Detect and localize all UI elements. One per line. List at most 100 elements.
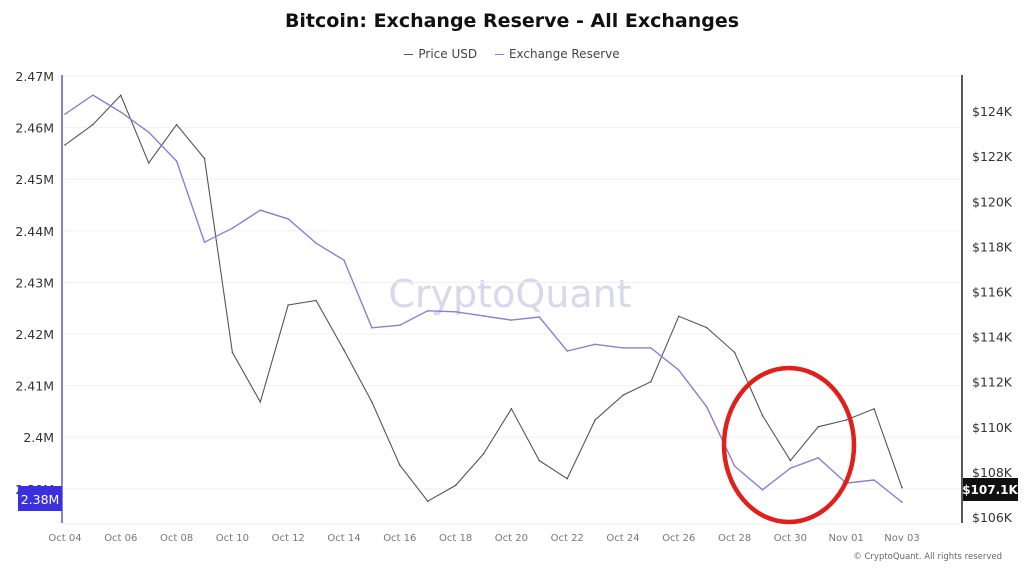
data-point-price bbox=[175, 123, 178, 126]
y-left-tick-label: 2.45M bbox=[15, 172, 54, 187]
y-right-tick-label: $120K bbox=[972, 194, 1013, 209]
data-point-reserve bbox=[789, 467, 792, 469]
data-point-reserve bbox=[901, 501, 903, 504]
chart-title: Bitcoin: Exchange Reserve - All Exchange… bbox=[284, 10, 740, 32]
y-left-tick-label: 2.43M bbox=[15, 275, 54, 290]
y-right-tick-label: $112K bbox=[972, 375, 1013, 390]
x-tick-label: Oct 20 bbox=[495, 533, 528, 544]
highlight-ellipse bbox=[721, 365, 857, 525]
data-point-reserve bbox=[231, 227, 234, 230]
x-tick-label: Nov 03 bbox=[884, 533, 919, 544]
x-tick-label: Oct 18 bbox=[439, 533, 472, 544]
legend-swatch-reserve bbox=[494, 53, 504, 55]
y-left-tick-label: 2.46M bbox=[15, 121, 54, 136]
x-tick-label: Oct 30 bbox=[774, 533, 807, 544]
x-tick-label: Oct 22 bbox=[551, 533, 584, 544]
data-point-price bbox=[705, 326, 708, 329]
data-point-reserve bbox=[817, 457, 820, 459]
legend-swatch-price bbox=[404, 53, 414, 55]
watermark: CryptoQuant bbox=[388, 272, 631, 316]
data-point-price bbox=[733, 351, 736, 354]
data-point-price bbox=[901, 486, 903, 489]
legend-item-price[interactable]: Price USD bbox=[404, 47, 477, 61]
x-tick-label: Oct 04 bbox=[48, 533, 81, 544]
data-point-reserve bbox=[538, 316, 541, 318]
data-point-price bbox=[873, 407, 875, 410]
x-tick-label: Oct 16 bbox=[383, 533, 416, 544]
data-point-reserve bbox=[147, 131, 150, 134]
data-point-reserve bbox=[650, 347, 652, 349]
legend-label-price: Price USD bbox=[418, 47, 478, 62]
data-point-price bbox=[678, 315, 680, 318]
current-price-label: $107.1K bbox=[962, 483, 1018, 497]
data-point-reserve bbox=[566, 350, 568, 352]
data-point-price bbox=[426, 500, 429, 503]
data-point-reserve bbox=[594, 343, 596, 346]
y-right-tick-label: $116K bbox=[972, 285, 1013, 300]
data-point-reserve bbox=[399, 324, 401, 327]
y-right-tick-label: $108K bbox=[972, 465, 1013, 480]
y-left-tick-label: 2.44M bbox=[15, 224, 54, 239]
data-point-reserve bbox=[482, 315, 485, 317]
data-point-price bbox=[650, 380, 652, 383]
data-point-reserve bbox=[622, 347, 624, 349]
y-right-tick-label: $124K bbox=[972, 104, 1013, 119]
y-left-tick-label: 2.42M bbox=[15, 327, 54, 342]
data-point-price bbox=[510, 407, 513, 410]
x-tick-label: Oct 26 bbox=[662, 533, 695, 544]
x-tick-label: Oct 14 bbox=[327, 533, 360, 544]
x-tick-label: Oct 28 bbox=[718, 533, 751, 544]
legend: Price USD Exchange Reserve bbox=[0, 44, 1024, 61]
data-point-price bbox=[287, 304, 290, 306]
y-left-tick-label: 2.4M bbox=[23, 430, 54, 445]
data-point-reserve bbox=[64, 113, 66, 115]
data-point-price bbox=[845, 419, 847, 421]
y-right-tick-label: $114K bbox=[972, 330, 1013, 345]
data-point-price bbox=[147, 162, 150, 164]
data-point-price bbox=[371, 401, 373, 403]
data-point-price bbox=[259, 401, 262, 403]
data-point-price bbox=[120, 94, 122, 97]
legend-item-reserve[interactable]: Exchange Reserve bbox=[494, 47, 620, 62]
data-point-price bbox=[761, 414, 764, 417]
data-point-price bbox=[64, 144, 66, 146]
data-point-reserve bbox=[259, 209, 262, 211]
data-point-reserve bbox=[343, 259, 345, 262]
legend-label-reserve: Exchange Reserve bbox=[508, 47, 620, 62]
data-point-price bbox=[399, 464, 401, 466]
data-point-reserve bbox=[454, 311, 457, 313]
x-tick-label: Oct 08 bbox=[160, 533, 193, 544]
data-point-price bbox=[343, 349, 345, 351]
data-point-reserve bbox=[175, 160, 178, 162]
data-point-reserve bbox=[120, 111, 122, 113]
data-point-reserve bbox=[678, 369, 680, 371]
data-point-price bbox=[622, 394, 624, 397]
y-right-tick-label: $110K bbox=[972, 420, 1013, 435]
y-right-tick-label: $106K bbox=[972, 510, 1013, 525]
data-point-price bbox=[454, 484, 457, 487]
data-point-reserve bbox=[203, 241, 206, 243]
x-tick-label: Oct 10 bbox=[216, 533, 249, 544]
data-point-reserve bbox=[287, 218, 290, 220]
data-point-reserve bbox=[705, 405, 708, 408]
copyright: © CryptoQuant. All rights reserved bbox=[853, 552, 1002, 562]
data-point-reserve bbox=[92, 94, 94, 96]
data-point-reserve bbox=[761, 489, 764, 491]
data-point-price bbox=[817, 426, 820, 428]
data-point-price bbox=[231, 351, 234, 354]
data-point-price bbox=[482, 453, 485, 455]
data-point-price bbox=[92, 123, 94, 126]
data-point-reserve bbox=[873, 479, 875, 481]
current-reserve-label: 2.38M bbox=[21, 492, 60, 507]
data-point-reserve bbox=[733, 465, 736, 467]
current-reserve-badge bbox=[18, 486, 62, 511]
data-point-price bbox=[566, 477, 568, 480]
x-tick-label: Oct 24 bbox=[606, 533, 639, 544]
data-point-price bbox=[203, 157, 206, 160]
y-left-tick-label: 2.41M bbox=[15, 379, 54, 394]
x-tick-label: Oct 06 bbox=[104, 533, 137, 544]
data-point-reserve bbox=[371, 327, 373, 329]
data-point-price bbox=[315, 299, 317, 302]
x-tick-label: Oct 12 bbox=[272, 533, 305, 544]
